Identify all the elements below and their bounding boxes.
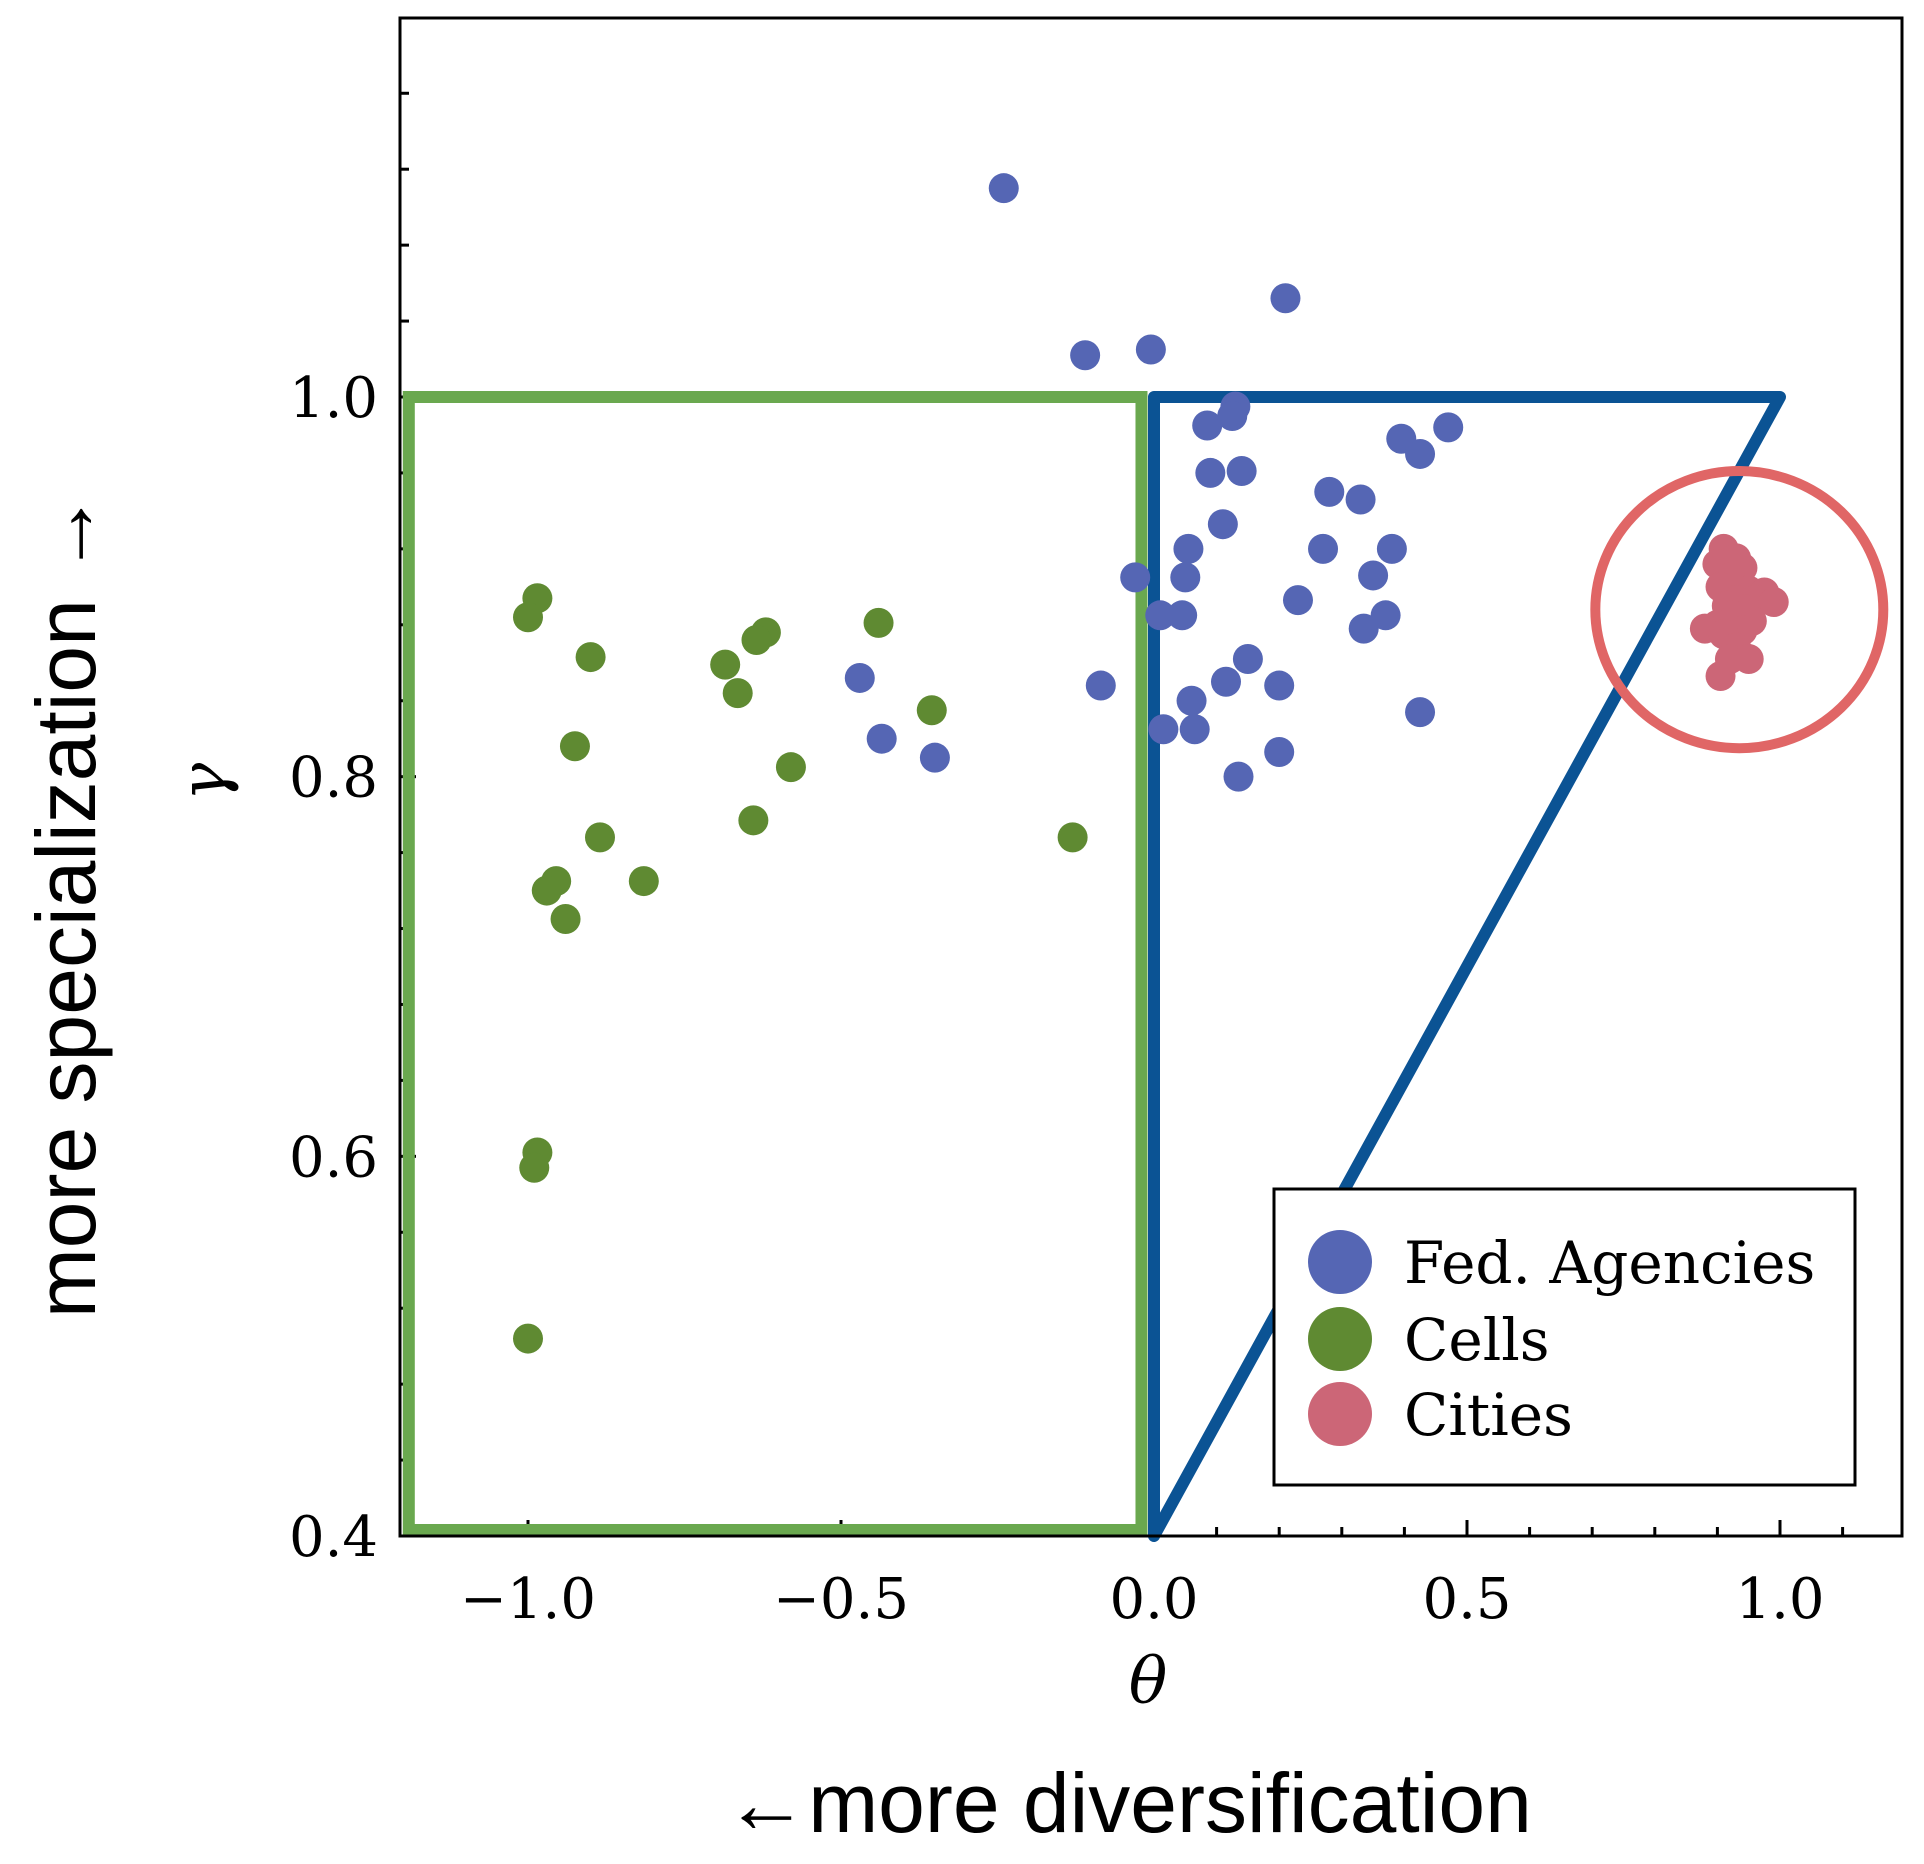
point-fed-agencies	[1170, 562, 1201, 593]
point-cells	[741, 624, 772, 655]
point-fed-agencies	[1226, 456, 1257, 487]
x-tick-label: 0.5	[1422, 1567, 1511, 1632]
point-cells	[584, 822, 615, 853]
point-fed-agencies	[1308, 533, 1339, 564]
point-cells	[575, 642, 606, 673]
point-fed-agencies	[1433, 412, 1464, 443]
point-fed-agencies	[1376, 533, 1407, 564]
point-fed-agencies	[1232, 643, 1263, 674]
point-fed-agencies	[1173, 533, 1204, 564]
point-cells	[722, 678, 753, 709]
point-fed-agencies	[1405, 697, 1436, 728]
point-cells	[916, 695, 947, 726]
point-fed-agencies	[988, 173, 1019, 204]
point-fed-agencies	[1314, 476, 1345, 507]
green-rectangle-overlay	[402, 391, 1148, 1536]
point-fed-agencies	[1223, 761, 1254, 792]
point-fed-agencies	[1405, 438, 1436, 469]
y-tick-label: 1.0	[289, 366, 378, 431]
point-fed-agencies	[1195, 457, 1226, 488]
y-tick-label: 0.6	[289, 1125, 378, 1190]
point-cells	[738, 805, 769, 836]
point-cells	[513, 1323, 543, 1354]
x-tick-label: 0.0	[1109, 1567, 1198, 1632]
legend-label-cells: Cells	[1404, 1306, 1550, 1374]
point-fed-agencies	[1120, 562, 1151, 593]
point-cells	[550, 904, 581, 935]
point-cells	[863, 607, 894, 638]
point-fed-agencies	[1210, 666, 1241, 697]
x-axis-label: θ	[1129, 1645, 1168, 1719]
point-cells	[1057, 822, 1088, 853]
point-cells	[710, 649, 741, 680]
point-fed-agencies	[1370, 600, 1401, 631]
plot-frame	[398, 16, 1904, 1538]
legend-label-cities: Cities	[1404, 1381, 1573, 1449]
x-tick-label: −1.0	[460, 1567, 596, 1632]
point-fed-agencies	[866, 723, 897, 754]
point-fed-agencies	[1270, 283, 1301, 314]
outer-x-label: ←more diversification	[724, 1756, 1532, 1850]
point-fed-agencies	[1282, 585, 1313, 616]
point-fed-agencies	[1264, 736, 1295, 767]
point-cells	[775, 752, 806, 783]
point-fed-agencies	[1135, 334, 1166, 365]
point-fed-agencies	[844, 662, 875, 693]
ticks-layer: −1.0 −0.5 0.0 0.5 1.0 0.4 0.6 0.8 1.0	[289, 91, 1845, 1632]
legend-marker-fed-agencies	[1308, 1230, 1372, 1294]
point-fed-agencies	[1207, 509, 1238, 540]
point-cells	[519, 1152, 550, 1183]
outer-y-label: more specialization →	[19, 492, 113, 1318]
point-fed-agencies	[1085, 670, 1116, 701]
y-tick-label: 0.8	[289, 746, 378, 811]
point-fed-agencies	[1179, 714, 1210, 745]
point-fed-agencies	[1348, 613, 1379, 644]
x-tick-label: 1.0	[1735, 1567, 1824, 1632]
point-fed-agencies	[1358, 560, 1389, 591]
point-cities	[1758, 587, 1789, 618]
point-fed-agencies	[1217, 400, 1248, 431]
x-tick-label: −0.5	[773, 1567, 909, 1632]
point-cells	[513, 602, 543, 633]
point-fed-agencies	[1176, 685, 1207, 716]
legend-marker-cells	[1308, 1307, 1372, 1371]
point-fed-agencies	[1070, 340, 1101, 371]
overlay-shapes	[402, 391, 1786, 1542]
legend-label-fed-agencies: Fed. Agencies	[1404, 1229, 1815, 1297]
point-cities	[1705, 661, 1736, 692]
legend-marker-cities	[1308, 1382, 1372, 1446]
data-points	[513, 173, 1889, 1354]
legend: Fed. Agencies Cells Cities	[1272, 1187, 1857, 1487]
y-axis-label: γ	[167, 762, 241, 801]
point-fed-agencies	[1192, 410, 1223, 441]
point-fed-agencies	[919, 742, 950, 773]
y-tick-label: 0.4	[289, 1505, 378, 1570]
blue-triangle-overlay	[1148, 391, 1786, 1542]
point-cells	[628, 866, 659, 897]
point-fed-agencies	[1167, 600, 1198, 631]
point-cells	[559, 731, 590, 762]
point-fed-agencies	[1145, 600, 1176, 631]
point-fed-agencies	[1148, 714, 1179, 745]
point-fed-agencies	[1345, 484, 1376, 515]
point-cities	[1733, 643, 1764, 674]
point-cells	[531, 875, 562, 906]
red-circle-overlay	[1590, 466, 1889, 754]
point-fed-agencies	[1264, 670, 1295, 701]
